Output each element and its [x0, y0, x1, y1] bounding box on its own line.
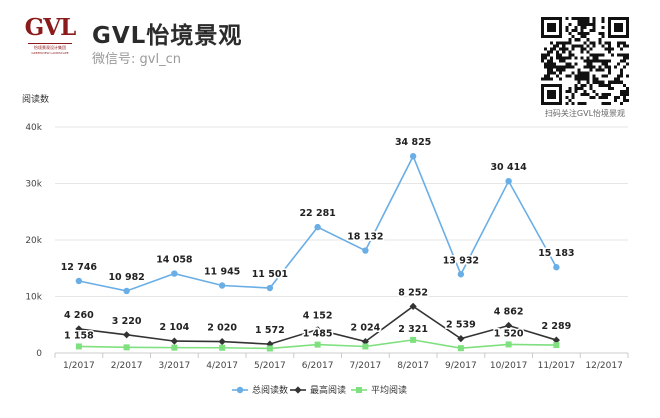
data-point-max — [123, 331, 131, 339]
x-tick-label: 9/2017 — [445, 361, 477, 371]
qr-caption: 扫码关注GVL怡境景观 — [544, 109, 626, 118]
data-point-avg — [75, 343, 82, 350]
data-label-max: 4 862 — [494, 307, 524, 318]
data-point-avg — [505, 341, 512, 348]
data-point-total — [362, 247, 369, 254]
data-label-avg: 1 520 — [494, 328, 524, 339]
y-tick-label: 10k — [25, 293, 42, 303]
data-label-total: 13 932 — [443, 255, 479, 266]
data-point-avg — [553, 342, 560, 349]
data-label-total: 10 982 — [108, 272, 144, 283]
data-point-total — [457, 271, 465, 278]
data-label-max: 4 260 — [64, 310, 94, 321]
data-point-total — [266, 284, 274, 292]
data-point-max — [457, 335, 465, 343]
data-label-max: 1 572 — [255, 325, 285, 336]
data-point-total — [218, 282, 226, 289]
data-point-total — [553, 264, 560, 271]
header: GVL 怡境景观设计集团 GREENVIEW LANDSCAPE GVL怡境景观… — [0, 0, 660, 120]
data-point-total — [123, 287, 130, 295]
data-point-max — [552, 336, 560, 344]
legend-marker-total — [236, 386, 244, 394]
brand-title: GVL怡境景观 — [92, 23, 243, 49]
data-point-max — [361, 337, 369, 346]
data-point-avg — [457, 345, 464, 352]
data-label-total: 18 132 — [347, 232, 383, 243]
data-label-max: 2 104 — [160, 322, 190, 333]
data-label-total: 11 945 — [204, 267, 240, 278]
qr-code-icon[interactable] — [541, 17, 629, 105]
data-point-total — [409, 153, 417, 160]
legend-marker-avg — [356, 387, 362, 393]
x-tick-label: 3/2017 — [159, 361, 191, 371]
legend-label-total: 总阅读数 — [252, 384, 288, 396]
data-point-avg — [266, 345, 273, 352]
data-label-max: 2 024 — [351, 323, 381, 334]
legend-label-avg: 平均阅读 — [371, 384, 407, 396]
data-label-total: 12 746 — [61, 262, 98, 273]
x-tick-label: 12/2017 — [585, 361, 622, 371]
series-line-total — [78, 154, 558, 292]
y-tick-label: 30k — [25, 180, 42, 190]
x-tick-label: 5/2017 — [254, 361, 286, 371]
data-point-total — [171, 270, 178, 277]
data-label-total: 22 281 — [299, 208, 335, 219]
data-label-max: 2 539 — [446, 320, 476, 331]
data-label-avg: 2 321 — [398, 324, 428, 335]
data-label-total: 15 183 — [538, 248, 574, 259]
data-point-max — [218, 337, 226, 346]
data-point-avg — [410, 336, 417, 343]
x-tick-label: 7/2017 — [350, 361, 382, 371]
data-point-max — [75, 325, 83, 333]
x-tick-label: 8/2017 — [397, 361, 429, 371]
x-tick-label: 11/2017 — [538, 361, 575, 371]
data-label-total: 34 825 — [395, 137, 431, 148]
data-point-max — [314, 325, 322, 334]
y-tick-label: 40k — [25, 123, 42, 133]
wechat-id: 微信号: gvl_cn — [92, 52, 181, 67]
x-tick-label: 4/2017 — [206, 361, 238, 371]
data-label-max: 2 020 — [207, 323, 237, 334]
data-point-max — [170, 337, 178, 345]
x-tick-label: 1/2017 — [63, 361, 95, 371]
logo-text: GVL — [24, 14, 77, 41]
data-label-total: 11 501 — [252, 269, 288, 280]
y-tick-label: 20k — [25, 236, 42, 246]
data-point-total — [505, 177, 512, 185]
data-point-total — [314, 223, 321, 231]
data-point-max — [409, 302, 417, 310]
y-tick-label: 0 — [36, 349, 42, 359]
legend-marker-max — [294, 386, 302, 394]
x-tick-label: 2/2017 — [111, 361, 143, 371]
data-point-avg — [219, 344, 226, 351]
data-point-avg — [171, 344, 178, 351]
x-tick-label: 10/2017 — [490, 361, 527, 371]
logo-divider — [28, 43, 72, 44]
data-point-total — [75, 277, 83, 285]
logo-subtitle-cn: 怡境景观设计集团 — [34, 45, 66, 50]
x-tick-label: 6/2017 — [302, 361, 334, 371]
data-label-max: 8 252 — [398, 287, 428, 298]
legend-label-max: 最高阅读 — [310, 384, 346, 396]
data-label-total: 30 414 — [490, 162, 527, 173]
data-label-avg: 1 485 — [303, 329, 333, 340]
data-label-max: 3 220 — [112, 316, 142, 327]
gvl-logo: GVL 怡境景观设计集团 GREENVIEW LANDSCAPE — [24, 14, 77, 64]
data-label-total: 14 058 — [156, 255, 193, 266]
data-point-avg — [123, 344, 130, 351]
data-label-max: 4 152 — [303, 311, 333, 322]
data-point-avg — [314, 341, 321, 348]
logo-subtitle-en: GREENVIEW LANDSCAPE — [31, 51, 69, 55]
data-point-max — [505, 321, 513, 330]
data-label-max: 2 289 — [542, 321, 572, 332]
data-label-avg: 1 158 — [64, 330, 94, 341]
data-point-avg — [362, 343, 369, 350]
y-axis-title: 阅读数 — [22, 93, 49, 105]
